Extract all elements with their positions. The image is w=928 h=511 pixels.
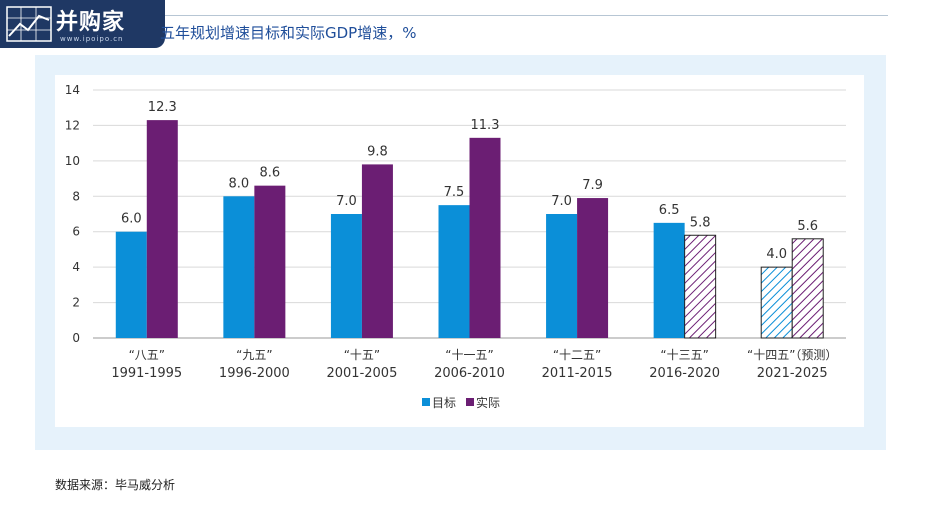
bar-actual xyxy=(361,164,393,338)
bar-target xyxy=(115,231,147,338)
category-name: “十二五” xyxy=(553,348,601,362)
category-years: 2016-2020 xyxy=(649,366,720,381)
data-label-target: 7.0 xyxy=(336,194,357,209)
logo: 并购家 www.ipoipo.cn xyxy=(0,0,165,48)
data-label-target: 4.0 xyxy=(766,247,787,262)
legend: 目标 实际 xyxy=(422,395,500,410)
data-label-actual: 5.6 xyxy=(797,219,818,234)
bar-actual xyxy=(146,120,178,338)
bar-target xyxy=(653,222,685,338)
bar-target xyxy=(223,196,255,338)
category-years: 2011-2015 xyxy=(542,366,613,381)
bar-actual xyxy=(791,238,824,339)
y-tick-label: 6 xyxy=(72,225,80,239)
y-tick-label: 10 xyxy=(65,154,80,168)
legend-swatch-actual xyxy=(466,398,474,406)
legend-swatch-target xyxy=(422,398,430,406)
data-label-actual: 11.3 xyxy=(471,118,500,133)
bar-actual xyxy=(254,185,286,338)
bar-actual xyxy=(469,137,501,338)
source-note: 数据来源：毕马威分析 xyxy=(55,478,176,492)
data-label-actual: 8.6 xyxy=(260,166,281,181)
y-tick-label: 2 xyxy=(72,296,80,310)
category-years: 2001-2005 xyxy=(326,366,397,381)
logo-text: 并购家 xyxy=(56,10,126,35)
y-tick-label: 4 xyxy=(72,260,80,274)
category-name: “十四五”（预测） xyxy=(747,348,837,362)
data-labels: 6.0 12.3 8.0 8.6 7.0 9.8 7.5 11.3 7.0 7.9 6.5 5.8 4.… xyxy=(121,100,818,262)
bar-target xyxy=(546,214,578,338)
data-label-actual: 5.8 xyxy=(690,215,711,230)
data-label-actual: 12.3 xyxy=(148,100,177,115)
category-name: “十五” xyxy=(344,348,380,362)
legend-label-actual: 实际 xyxy=(476,395,500,410)
category-name: “十一五” xyxy=(445,348,493,362)
legend-label-target: 目标 xyxy=(432,396,456,410)
bar-target xyxy=(760,266,793,339)
y-tick-label: 8 xyxy=(72,189,80,203)
category-years: 1996-2000 xyxy=(219,366,290,381)
category-years: 2021-2025 xyxy=(757,366,828,381)
bar-target xyxy=(330,214,362,338)
data-label-target: 6.0 xyxy=(121,212,142,227)
bars xyxy=(115,120,824,339)
x-axis-labels: “八五” 1991-1995 “九五” 1996-2000 “十五” 2001-2005 “… xyxy=(111,348,837,381)
logo-chart-icon xyxy=(6,6,52,42)
data-label-actual: 7.9 xyxy=(582,178,603,193)
logo-url: www.ipoipo.cn xyxy=(60,35,124,43)
category-years: 2006-2010 xyxy=(434,366,505,381)
data-label-target: 7.5 xyxy=(444,185,465,200)
bar-actual xyxy=(684,234,717,339)
header-rule xyxy=(150,15,888,16)
data-label-target: 8.0 xyxy=(229,176,250,191)
bar-target xyxy=(438,205,470,338)
data-label-actual: 9.8 xyxy=(367,144,388,159)
y-tick-label: 0 xyxy=(72,331,80,345)
category-years: 1991-1995 xyxy=(111,366,182,381)
data-label-target: 6.5 xyxy=(659,203,680,218)
y-tick-label: 14 xyxy=(65,83,80,97)
data-label-target: 7.0 xyxy=(551,194,572,209)
category-name: “十三五” xyxy=(660,348,708,362)
bar-actual xyxy=(577,198,609,338)
chart-title: 五年规划增速目标和实际GDP增速，% xyxy=(160,24,417,42)
y-axis: 0 2 4 6 8 10 12 14 xyxy=(65,83,80,345)
y-tick-label: 12 xyxy=(65,118,80,132)
category-name: “八五” xyxy=(129,348,165,362)
category-name: “九五” xyxy=(236,348,272,362)
